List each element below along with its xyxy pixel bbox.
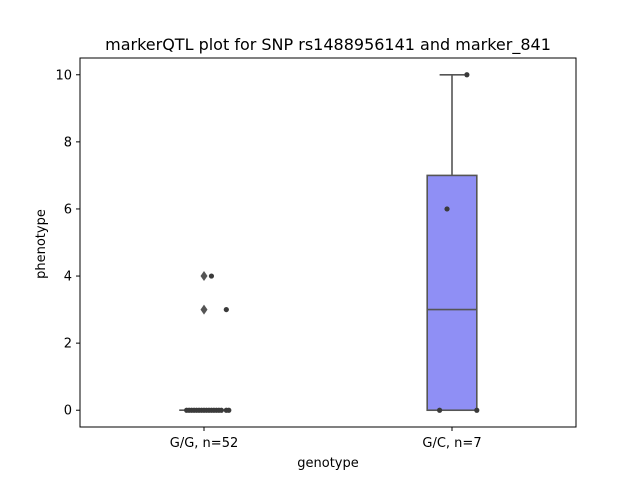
y-tick-label: 10 (55, 68, 72, 83)
outlier-marker (200, 304, 208, 315)
outlier-marker (200, 271, 208, 282)
data-point (218, 407, 224, 413)
data-point (474, 407, 480, 413)
x-tick-label: G/C, n=7 (422, 436, 481, 451)
box-group (426, 72, 480, 413)
y-tick-label: 6 (64, 202, 72, 217)
chart-title: markerQTL plot for SNP rs1488956141 and … (105, 35, 551, 55)
box-group (179, 271, 232, 413)
y-tick-label: 2 (64, 337, 72, 352)
data-point (226, 407, 232, 413)
data-point (208, 273, 215, 279)
data-point (223, 306, 229, 313)
data-point (444, 206, 450, 212)
x-axis: G/G, n=52 G/C, n=7 (170, 427, 482, 451)
x-axis-label: genotype (297, 456, 358, 471)
x-tick-label: G/G, n=52 (170, 436, 238, 451)
axes-frame (79, 57, 577, 428)
y-tick-label: 8 (64, 135, 72, 150)
plot-area (179, 72, 480, 413)
data-point (464, 72, 470, 78)
y-tick-label: 4 (64, 270, 72, 285)
y-axis-label: phenotype (34, 209, 49, 279)
box-iqr (426, 174, 478, 412)
y-axis: 0 2 4 6 8 10 (55, 68, 80, 419)
y-tick-label: 0 (64, 404, 72, 419)
data-point (437, 407, 443, 413)
